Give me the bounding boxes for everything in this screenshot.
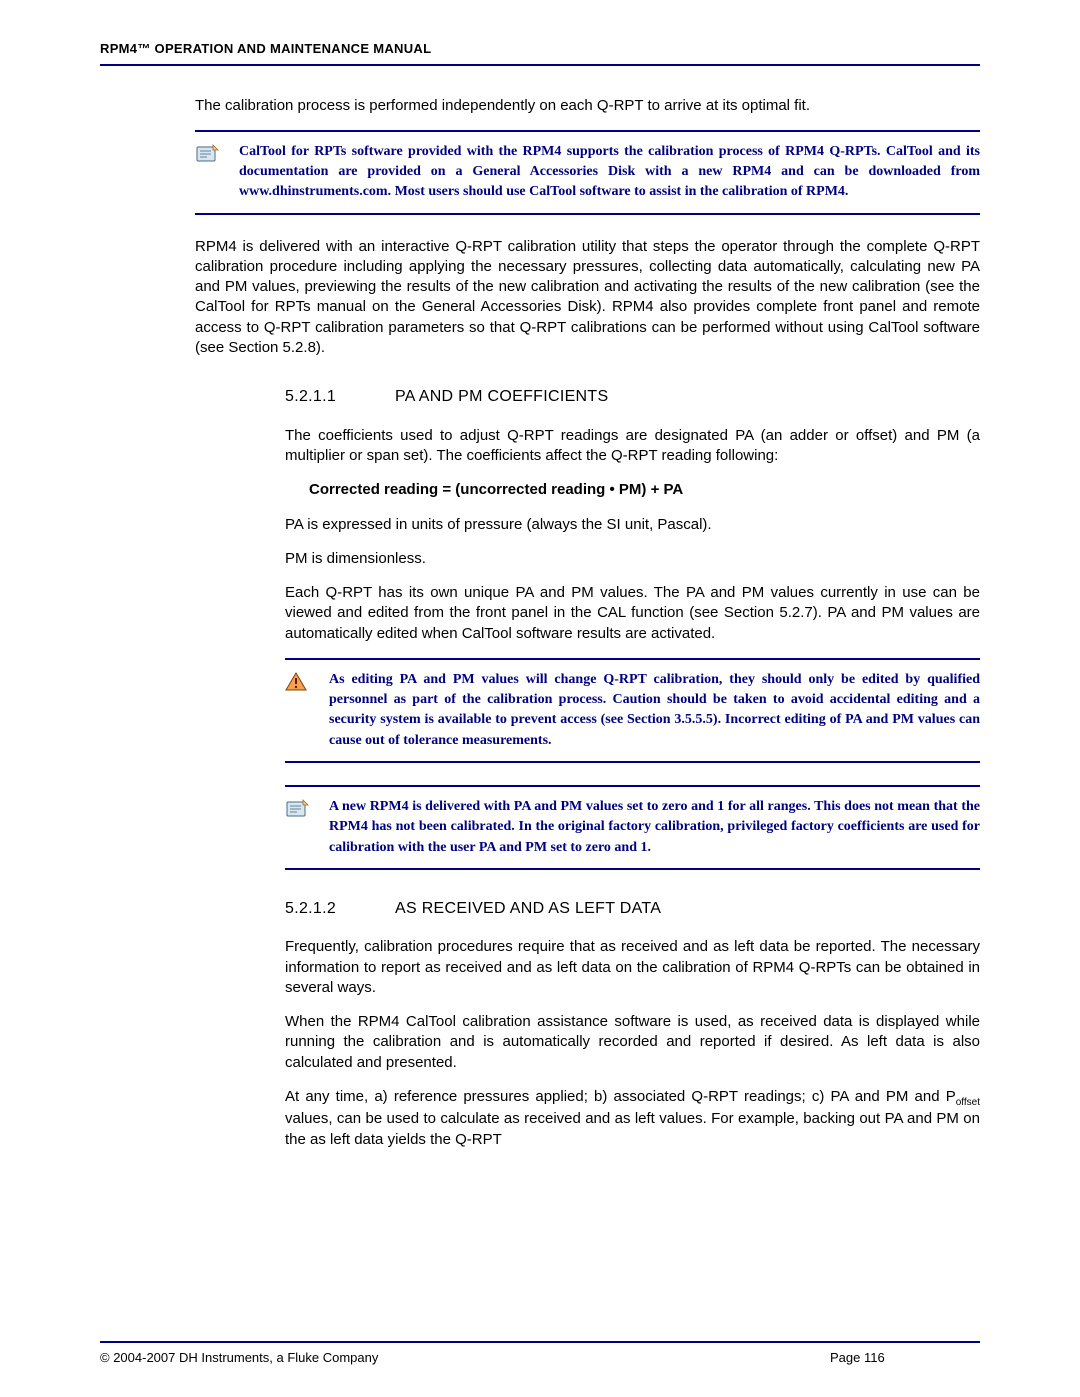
corrected-reading-formula: Corrected reading = (uncorrected reading… [309,480,980,500]
footer-page-number: Page 116 [830,1349,980,1367]
note-callout-factory: A new RPM4 is delivered with PA and PM v… [285,785,980,870]
warning-text: As editing PA and PM values will change … [329,670,980,751]
subsection-column: 5.2.1.1 PA AND PM COEFFICIENTS The coeff… [285,386,980,1150]
warning-icon [285,670,329,692]
section-title: PA AND PM COEFFICIENTS [395,386,980,408]
footer-copyright: © 2004-2007 DH Instruments, a Fluke Comp… [100,1349,830,1367]
intro-paragraph: The calibration process is performed ind… [195,96,980,116]
s2-p3-part-a: At any time, a) reference pressures appl… [285,1088,956,1105]
section-heading-5212: 5.2.1.2 AS RECEIVED AND AS LEFT DATA [285,898,980,920]
s2-para-caltool: When the RPM4 CalTool calibration assist… [285,1012,980,1073]
page-footer: © 2004-2007 DH Instruments, a Fluke Comp… [100,1341,980,1367]
note-icon [285,797,329,819]
note-text: CalTool for RPTs software provided with … [239,142,980,203]
section-number: 5.2.1.2 [285,898,395,920]
page-header-title: RPM4™ OPERATION AND MAINTENANCE MANUAL [100,40,980,66]
s2-para-frequently: Frequently, calibration procedures requi… [285,937,980,998]
warning-callout-editing: As editing PA and PM values will change … [285,658,980,763]
s2-p3-part-b: values, can be used to calculate as rece… [285,1110,980,1147]
section-title: AS RECEIVED AND AS LEFT DATA [395,898,980,920]
s1-para-coefficients: The coefficients used to adjust Q-RPT re… [285,426,980,467]
section-number: 5.2.1.1 [285,386,395,408]
note-callout-caltool: CalTool for RPTs software provided with … [195,130,980,215]
s1-para-pm-dimless: PM is dimensionless. [285,549,980,569]
s1-para-pa-units: PA is expressed in units of pressure (al… [285,515,980,535]
main-content-column: The calibration process is performed ind… [195,96,980,359]
note-text: A new RPM4 is delivered with PA and PM v… [329,797,980,858]
s2-para-anytime: At any time, a) reference pressures appl… [285,1087,980,1150]
note-icon [195,142,239,164]
section-heading-5211: 5.2.1.1 PA AND PM COEFFICIENTS [285,386,980,408]
paragraph-utility: RPM4 is delivered with an interactive Q-… [195,237,980,359]
s1-para-unique-values: Each Q-RPT has its own unique PA and PM … [285,583,980,644]
s2-p3-subscript: offset [956,1097,980,1108]
